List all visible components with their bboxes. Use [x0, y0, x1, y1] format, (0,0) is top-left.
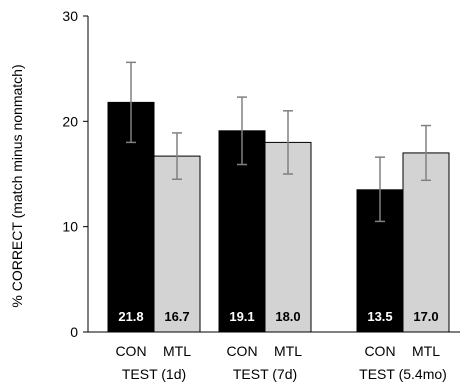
y-tick-label: 20 [62, 113, 78, 129]
value-label: 13.5 [367, 309, 392, 324]
value-label: 18.0 [275, 309, 300, 324]
y-tick-label: 30 [62, 8, 78, 24]
bar-category-label: CON [364, 343, 395, 359]
value-label: 19.1 [229, 309, 254, 324]
y-axis-label: % CORRECT (match minus nonmatch) [9, 64, 25, 307]
y-axis: 0 10 20 30 [62, 8, 89, 340]
value-label: 21.8 [118, 309, 143, 324]
bars-layer [107, 101, 450, 333]
x-axis-labels: CON MTL TEST (1d) CON MTL TEST (7d) CON MTL TEST… [115, 343, 446, 382]
bar-mtl-1 [153, 155, 201, 333]
bar-category-label: MTL [163, 343, 191, 359]
group-label: TEST (5.4mo) [359, 366, 447, 382]
error-bars-layer [126, 61, 431, 223]
bar-category-label: CON [226, 343, 257, 359]
value-label: 16.7 [164, 309, 189, 324]
bar-category-label: MTL [412, 343, 440, 359]
y-tick-label: 10 [62, 219, 78, 235]
y-tick-label: 0 [70, 324, 78, 340]
bar-category-label: MTL [274, 343, 302, 359]
group-label: TEST (1d) [122, 366, 186, 382]
group-label: TEST (7d) [233, 366, 297, 382]
value-label: 17.0 [413, 309, 438, 324]
value-labels-layer: 21.8 16.7 19.1 18.0 13.5 17.0 [118, 309, 438, 324]
bar-category-label: CON [115, 343, 146, 359]
